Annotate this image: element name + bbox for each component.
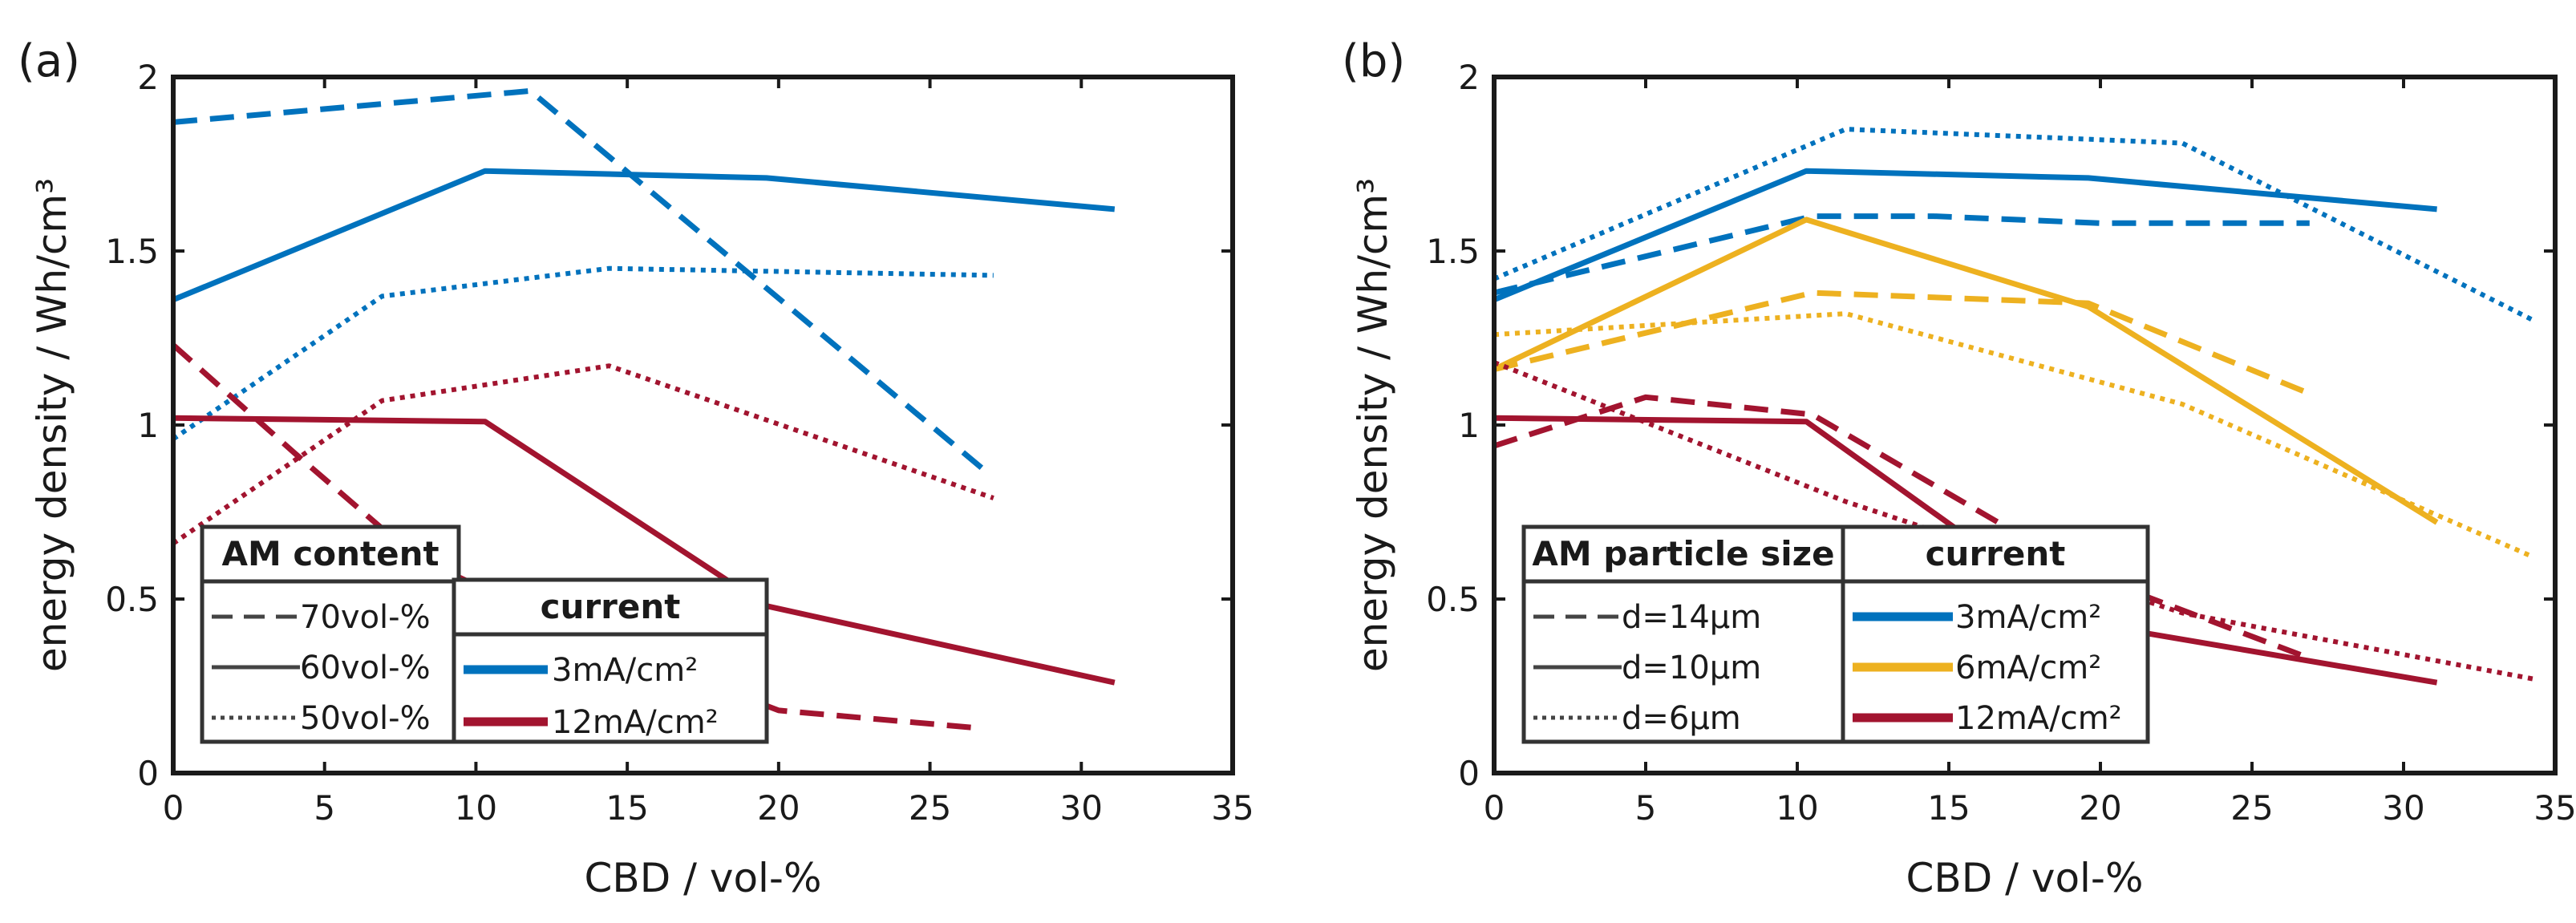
x-tick-label: 15 — [1927, 788, 1970, 828]
y-tick-label: 1.5 — [105, 232, 159, 271]
legend-entry-label: 3mA/cm² — [1955, 599, 2101, 636]
x-tick-label: 35 — [2533, 788, 2576, 828]
series-line-0 — [1494, 213, 2310, 296]
y-tick-label: 0 — [1458, 754, 1480, 793]
y-axis-label: energy density / Wh/cm³ — [1350, 178, 1396, 672]
legend-entry-label: d=14µm — [1622, 599, 1761, 636]
x-tick-label: 5 — [314, 788, 335, 828]
legend-title: AM particle size — [1532, 534, 1834, 573]
legend-title: AM content — [221, 534, 439, 573]
legend-box — [1841, 524, 2150, 744]
series-line-1 — [173, 168, 1116, 303]
legend-entry-label: 12mA/cm² — [552, 704, 719, 741]
series-line-3 — [1494, 289, 2311, 397]
x-axis-label: CBD / vol-% — [585, 855, 822, 901]
x-tick-label: 20 — [2079, 788, 2121, 828]
x-axis-label: CBD / vol-% — [1906, 855, 2144, 901]
y-tick-label: 1 — [1458, 406, 1480, 445]
legend-entry-label: 50vol-% — [300, 700, 431, 737]
x-tick-label: 15 — [606, 788, 648, 828]
legend-entry-label: d=10µm — [1622, 650, 1761, 686]
legend-entry-label: 3mA/cm² — [552, 652, 698, 689]
legend-title: current — [1926, 534, 2066, 573]
series-line-5 — [173, 363, 994, 546]
x-tick-label: 20 — [757, 788, 800, 828]
legend-entry-label: 12mA/cm² — [1955, 700, 2122, 737]
legend-entry-label: 60vol-% — [300, 650, 431, 686]
legend-box — [452, 577, 769, 744]
x-tick-label: 30 — [1060, 788, 1103, 828]
panel-b: (b) 0 5 10 15 20 25 30 35 0 0.5 1 1.5 2 CBD / vol-% ene… — [1342, 35, 2576, 901]
x-tick-label: 10 — [1776, 788, 1818, 828]
legend-legend_left: AM particle size d=14µm d=10µm d=6µm — [1521, 524, 1845, 744]
legend-box — [200, 524, 461, 744]
y-axis-label: energy density / Wh/cm³ — [29, 178, 75, 672]
series-line-2 — [173, 265, 994, 441]
series-line-7 — [1494, 415, 2438, 686]
panel-a: (a) 0 5 10 15 20 25 30 35 0 0.5 1 1.5 2 CBD / vol-% ene… — [18, 35, 1254, 901]
legend-legend_left: AM content 70vol-% 60vol-% 50vol-% — [200, 524, 461, 744]
panel-label: (b) — [1342, 35, 1405, 87]
panel-label: (a) — [18, 35, 80, 87]
y-tick-label: 2 — [1458, 58, 1480, 97]
series-line-2 — [1494, 127, 2535, 323]
legend-box — [1521, 524, 1845, 744]
legend-entry-label: 70vol-% — [300, 599, 431, 636]
series-line-4 — [1494, 217, 2439, 525]
x-tick-label: 0 — [163, 788, 184, 828]
legend-entry-label: d=6µm — [1622, 700, 1741, 737]
x-tick-label: 25 — [909, 788, 951, 828]
x-tick-label: 10 — [455, 788, 497, 828]
series-line-4 — [173, 415, 1116, 686]
y-tick-label: 2 — [137, 58, 159, 97]
legend-legend_right: current 3mA/cm² 12mA/cm² — [452, 577, 769, 744]
y-tick-label: 0 — [137, 754, 159, 793]
legend-entry-label: 6mA/cm² — [1955, 650, 2101, 686]
y-tick-label: 1 — [137, 406, 159, 445]
x-tick-label: 25 — [2230, 788, 2273, 828]
series-group — [1494, 127, 2535, 686]
y-tick-label: 0.5 — [105, 580, 159, 619]
x-tick-label: 5 — [1635, 788, 1657, 828]
series-line-0 — [173, 87, 986, 473]
series-line-5 — [1494, 311, 2535, 560]
series-line-1 — [1494, 168, 2437, 303]
x-tick-label: 0 — [1484, 788, 1505, 828]
y-tick-label: 0.5 — [1426, 580, 1480, 619]
x-tick-label: 30 — [2382, 788, 2424, 828]
legend-legend_right: current 3mA/cm² 6mA/cm² 12mA/cm² — [1841, 524, 2150, 744]
x-tick-label: 35 — [1211, 788, 1254, 828]
series-line-6 — [1494, 394, 2311, 662]
legend-title: current — [541, 587, 681, 626]
y-tick-label: 1.5 — [1426, 232, 1480, 271]
